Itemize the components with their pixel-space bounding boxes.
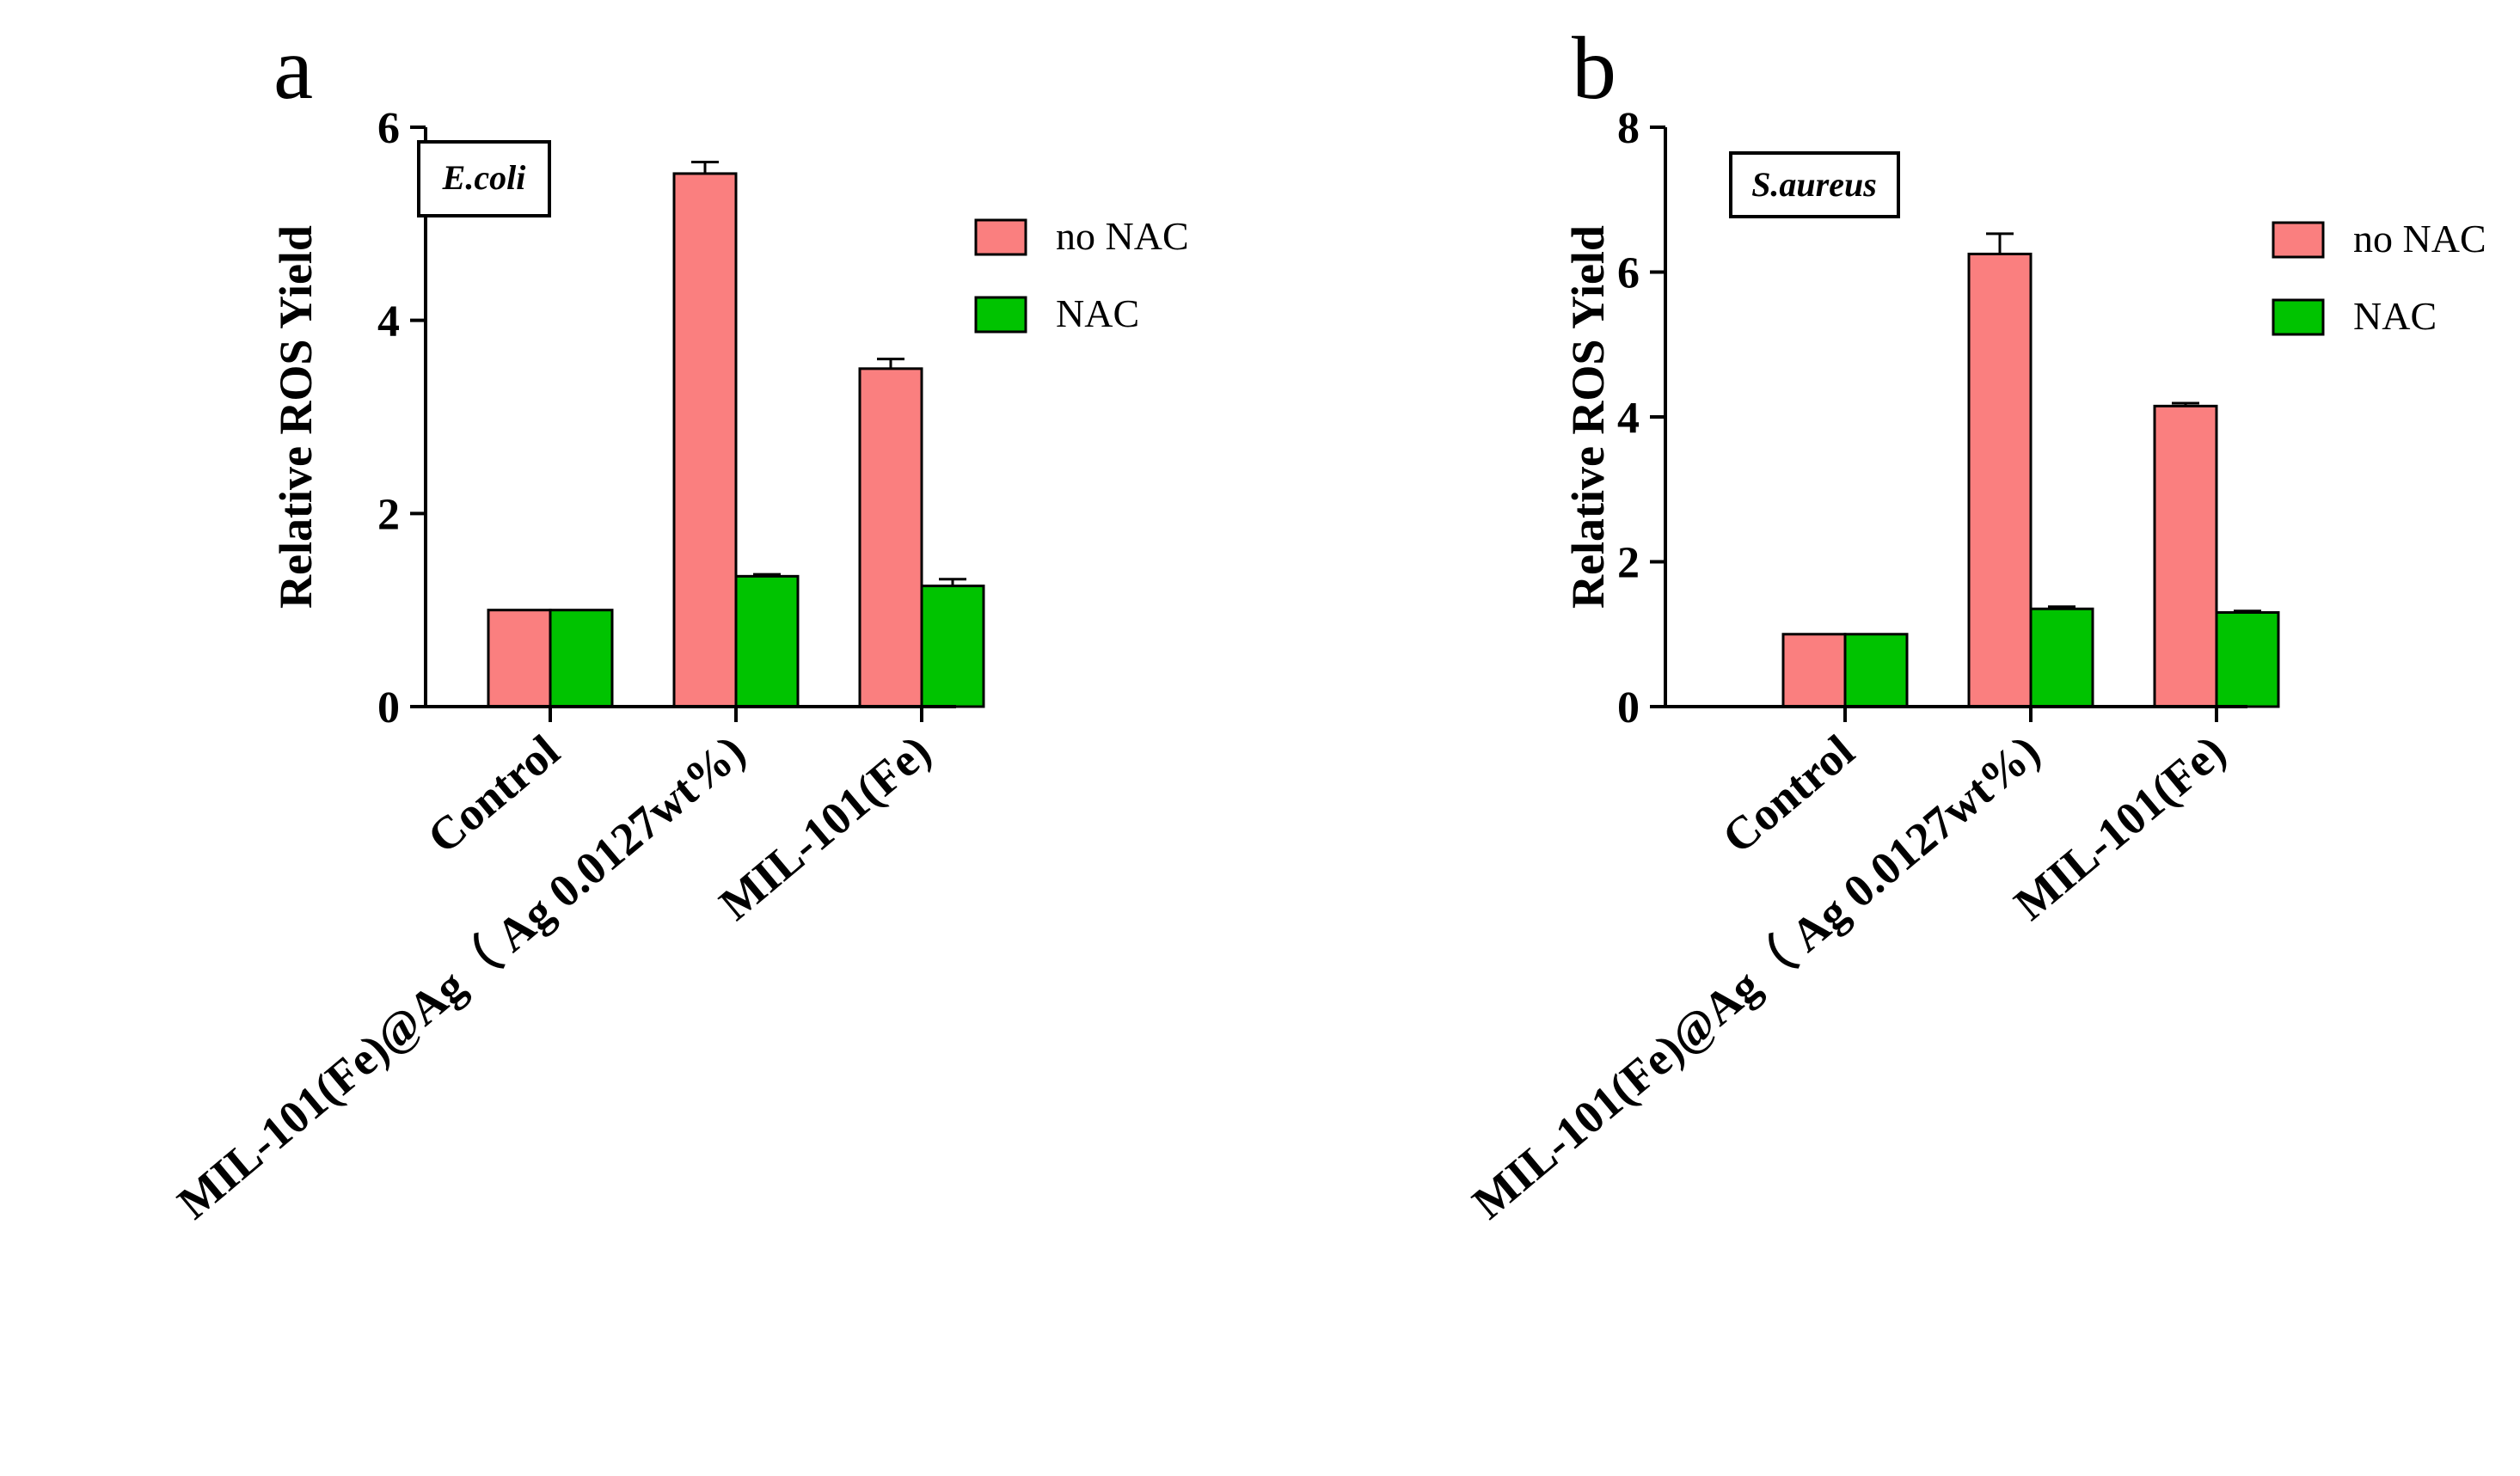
y-axis-label: Relative ROS Yield	[1562, 225, 1614, 609]
panel-label: b	[1572, 19, 1616, 118]
y-tick-label: 4	[377, 297, 400, 346]
y-tick-label: 4	[1617, 394, 1640, 443]
bar-nac-1	[734, 574, 800, 708]
bar-nac-2	[2215, 610, 2280, 708]
y-tick-label: 8	[1617, 104, 1640, 153]
organism-box	[417, 140, 551, 217]
y-tick-label: 6	[377, 104, 400, 153]
legend-label: no NAC	[1056, 214, 1189, 258]
legend-swatch-no-nac	[974, 218, 1027, 256]
organism-label: E.coli	[442, 158, 526, 197]
bar-no-nac-0	[1781, 633, 1847, 708]
bar-nac-0	[549, 609, 614, 708]
legend-label: no NAC	[2353, 217, 2486, 260]
organism-label: S.aureus	[1751, 165, 1877, 204]
bar-nac-0	[1843, 633, 1909, 708]
bar-no-nac-2	[858, 367, 923, 708]
bar-no-nac-0	[487, 609, 552, 708]
bar-no-nac-1	[672, 172, 738, 708]
bar-no-nac-2	[2153, 404, 2218, 708]
y-tick-label: 0	[1617, 683, 1640, 732]
y-tick-label: 2	[377, 490, 400, 539]
y-tick-label: 0	[377, 683, 400, 732]
organism-box	[1729, 151, 1900, 218]
legend-swatch-nac	[974, 296, 1027, 334]
x-tick-label: Control	[1713, 725, 1864, 863]
panel-label: a	[273, 19, 313, 118]
bar-no-nac-1	[1967, 252, 2033, 708]
bar-nac-1	[2029, 607, 2094, 708]
y-tick-label: 2	[1617, 539, 1640, 588]
legend-swatch-no-nac	[2272, 221, 2325, 259]
bar-nac-2	[920, 585, 985, 708]
y-axis-label: Relative ROS Yield	[270, 225, 322, 609]
x-tick-label: Control	[418, 725, 569, 863]
legend-label: NAC	[1056, 291, 1139, 335]
legend-label: NAC	[2353, 294, 2437, 338]
y-tick-label: 6	[1617, 249, 1640, 298]
legend-swatch-nac	[2272, 298, 2325, 336]
